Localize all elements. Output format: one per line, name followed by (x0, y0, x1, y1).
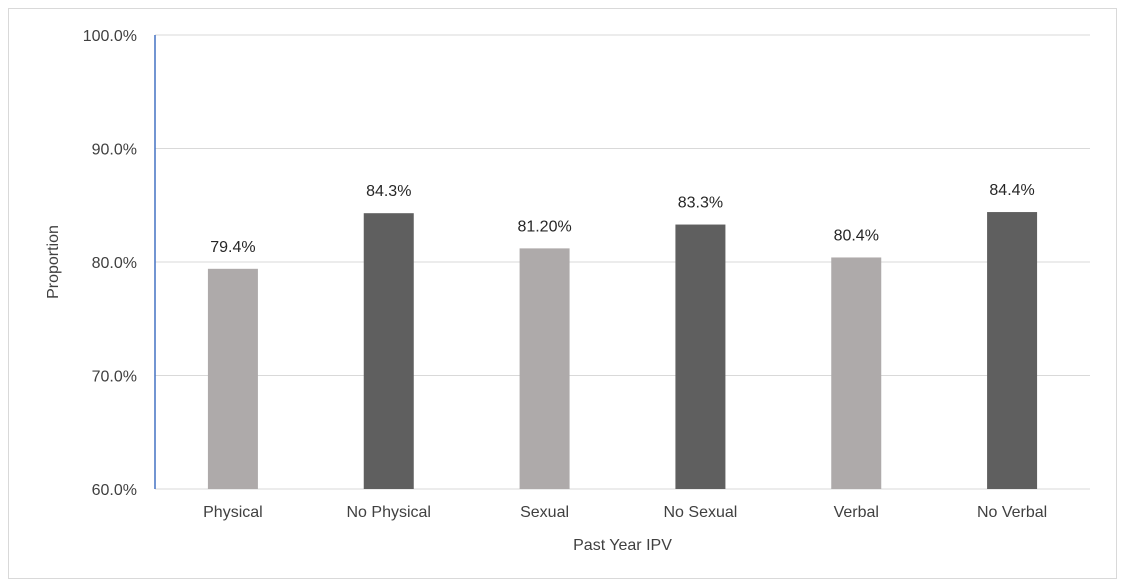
y-axis-ticks: 60.0% 70.0% 80.0% 90.0% 100.0% (83, 28, 137, 499)
bar (519, 248, 570, 489)
x-tick-label: No Physical (347, 504, 431, 521)
y-tick-label: 100.0% (83, 28, 137, 45)
gridlines (155, 34, 1090, 490)
x-tick-label: No Verbal (977, 504, 1047, 521)
x-axis-title: Past Year IPV (573, 537, 672, 554)
x-tick-label: Physical (203, 504, 263, 521)
bars (207, 212, 1038, 490)
y-tick-label: 80.0% (92, 255, 137, 272)
bar (207, 268, 258, 489)
data-label: 81.20% (517, 218, 571, 235)
data-label: 79.4% (210, 239, 255, 256)
x-axis-ticks: Physical No Physical Sexual No Sexual Verbal… (203, 504, 1047, 521)
data-label: 83.3% (678, 195, 723, 212)
y-tick-label: 60.0% (92, 482, 137, 499)
bar (831, 257, 882, 489)
y-tick-label: 90.0% (92, 142, 137, 159)
data-labels: 79.4% 84.3% 81.20% 83.3% 80.4% 84.4% (210, 182, 1035, 256)
x-tick-label: No Sexual (664, 504, 738, 521)
bar (363, 213, 414, 489)
y-tick-label: 70.0% (92, 369, 137, 386)
x-tick-label: Verbal (834, 504, 879, 521)
y-axis-title: Proportion (45, 225, 62, 299)
data-label: 80.4% (834, 227, 879, 244)
x-tick-label: Sexual (520, 504, 569, 521)
data-label: 84.4% (989, 182, 1034, 199)
data-label: 84.3% (366, 183, 411, 200)
bar (987, 212, 1038, 489)
bar (675, 224, 726, 490)
